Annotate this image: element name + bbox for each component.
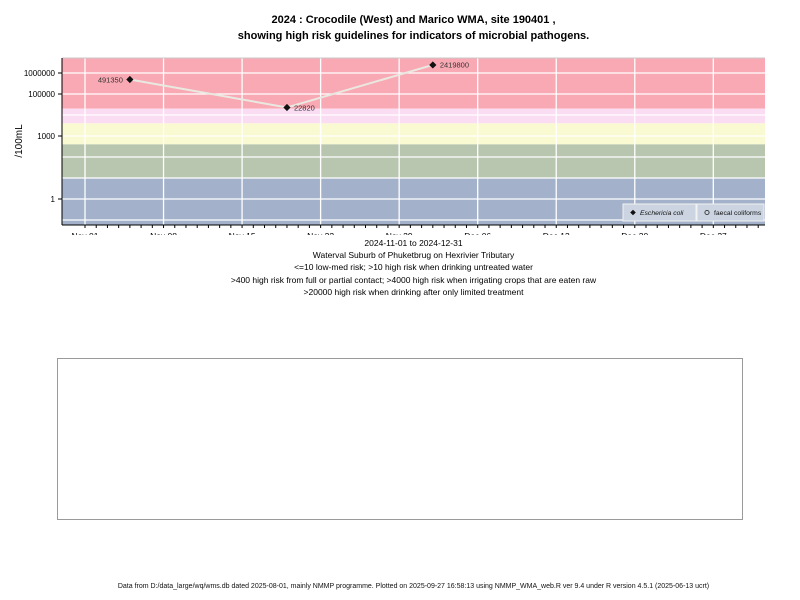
- x-tick-label: Nov 29: [386, 231, 413, 235]
- site-description: Waterval Suburb of Phuketbrug on Hexrivi…: [312, 250, 515, 261]
- chart-title-line2: showing high risk guidelines for indicat…: [237, 30, 590, 42]
- chart-title: 2024 : Crocodile (West) and Marico WMA, …: [62, 12, 765, 44]
- x-tick-label: Dec 20: [621, 231, 648, 235]
- x-tick-label: Nov 15: [229, 231, 256, 235]
- x-tick-label: Dec 13: [543, 231, 570, 235]
- data-point-label: 22820: [294, 103, 315, 112]
- legend-label: faecal coliforms: [714, 210, 762, 217]
- risk-guideline-1: <=10 low-med risk; >10 high risk when dr…: [294, 262, 533, 273]
- legend-label: Eschericia coli: [640, 210, 684, 217]
- x-tick-label: Nov 08: [150, 231, 177, 235]
- date-range-label: 2024-11-01 to 2024-12-31: [364, 238, 463, 248]
- footer-provenance: Data from D:/data_large/wq/wms.db dated …: [117, 583, 710, 590]
- empty-panel: [57, 358, 743, 520]
- y-tick-label: 1000000: [24, 69, 56, 78]
- legend-box: [696, 203, 765, 222]
- chart-title-line1: 2024 : Crocodile (West) and Marico WMA, …: [271, 14, 556, 26]
- data-point-diamond-icon: [429, 61, 437, 69]
- data-point-label: 2419800: [440, 61, 469, 70]
- y-axis-title: /100mL: [14, 124, 25, 158]
- legend-box: [622, 203, 697, 222]
- y-tick-label: 1000: [37, 132, 55, 141]
- legend-open-circle-icon: [704, 209, 710, 216]
- x-tick-label: Dec 06: [464, 231, 491, 235]
- data-point-label: 491350: [98, 75, 123, 84]
- x-tick-label: Dec 27: [700, 231, 727, 235]
- band-risk-4000-20000: [62, 108, 765, 124]
- band-risk-above-20000: [62, 58, 765, 109]
- band-risk-10-400: [62, 144, 765, 178]
- chart-plot: 491350 22820 2419800 1000000 100000 1000 1 Nov …: [14, 57, 765, 235]
- legend-filled-diamond-icon: [630, 209, 636, 216]
- y-tick-label: 1: [51, 195, 56, 204]
- x-tick-label: Nov 22: [307, 231, 334, 235]
- y-tick-label: 100000: [28, 90, 55, 99]
- data-point-diamond-icon: [126, 75, 134, 84]
- x-tick-label: Nov 01: [72, 231, 99, 235]
- risk-guideline-3: >20000 high risk when drinking after onl…: [303, 286, 524, 297]
- band-risk-400-4000: [62, 123, 765, 145]
- data-point-diamond-icon: [283, 103, 291, 112]
- chart-caption: 2024-11-01 to 2024-12-31 Waterval Suburb…: [62, 237, 765, 298]
- risk-guideline-2: >400 high risk from full or partial cont…: [230, 274, 597, 285]
